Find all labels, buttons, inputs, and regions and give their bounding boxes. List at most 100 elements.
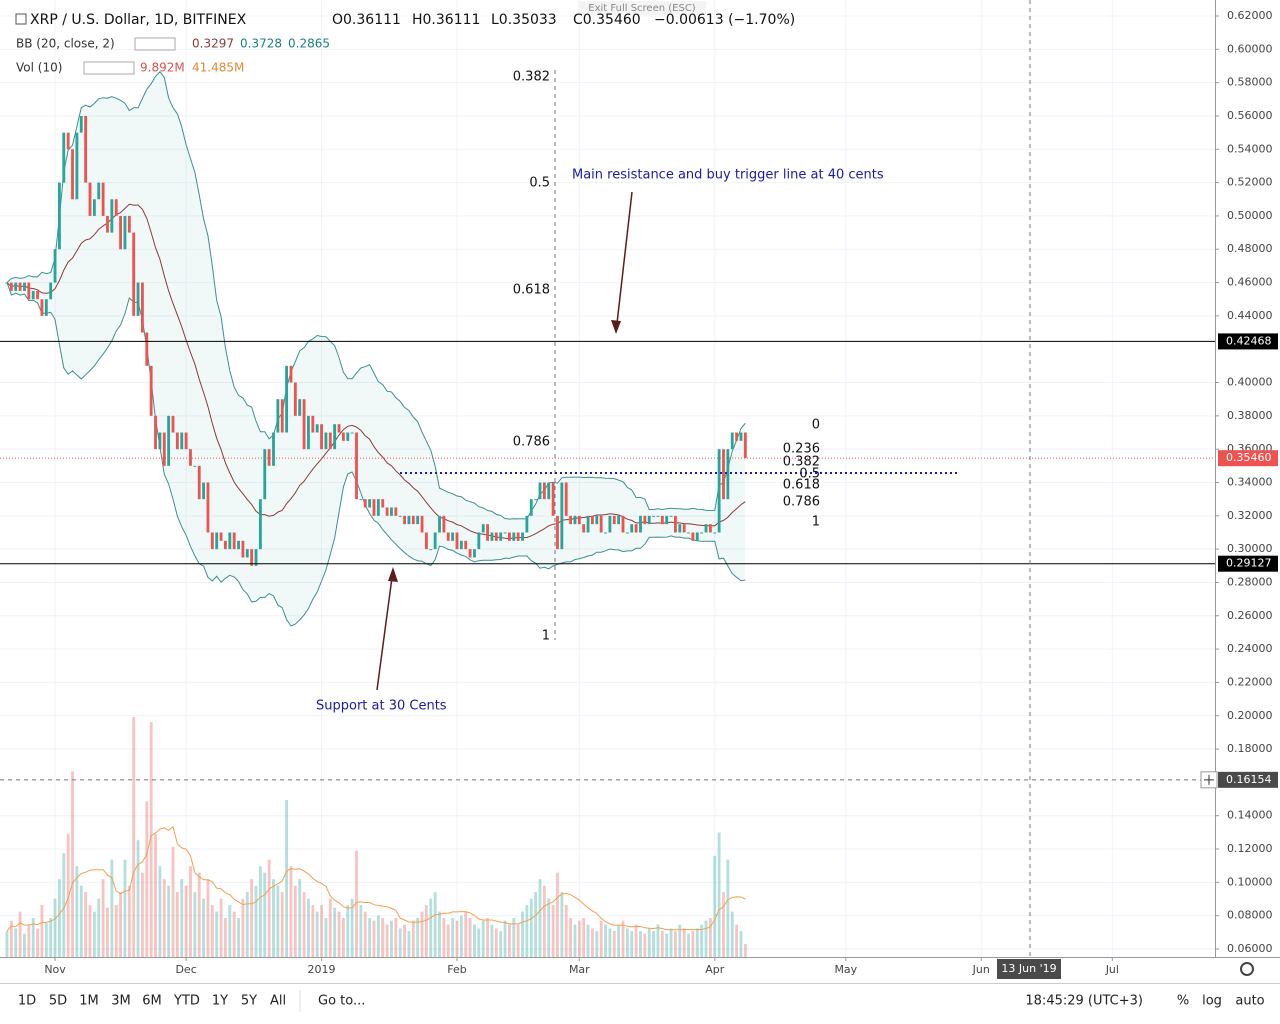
candle (184, 432, 188, 450)
candle (604, 532, 607, 534)
candle (403, 515, 406, 525)
fib-label: 0.5 (529, 176, 550, 191)
candle (390, 507, 393, 516)
candle (376, 499, 380, 516)
candle (656, 515, 660, 517)
y-tick-label: 0.44000 (1227, 309, 1273, 322)
candle (337, 424, 341, 433)
candle (416, 515, 420, 525)
price-label: 0.29127 (1226, 557, 1272, 570)
crosshair-price-box (1218, 771, 1278, 788)
candle (71, 149, 74, 200)
volume-bar (551, 905, 555, 957)
fib-label: 0.236 (783, 442, 820, 457)
volume-bar (285, 800, 289, 957)
candle (595, 515, 599, 525)
volume-bar (708, 918, 712, 957)
volume-bar (507, 924, 511, 957)
volume-bar (110, 859, 114, 957)
volume-bar (154, 833, 157, 957)
candle (40, 299, 44, 316)
scale-button[interactable]: log (1202, 994, 1222, 1009)
indicator-icons[interactable] (83, 61, 135, 75)
bb-label: BB (20, close, 2) (16, 37, 115, 51)
volume-bar (569, 918, 573, 957)
volume-bar (106, 907, 109, 957)
volume-bar (446, 924, 450, 957)
volume-bar (682, 928, 686, 957)
volume-bar (258, 866, 262, 957)
volume-bar (599, 920, 603, 957)
volume-bar (302, 892, 306, 957)
candle (298, 399, 302, 416)
candle (617, 515, 621, 525)
y-tick-label: 0.12000 (1227, 842, 1273, 855)
range-button[interactable]: 5D (49, 994, 67, 1009)
y-tick-label: 0.06000 (1227, 942, 1273, 955)
range-button[interactable]: 6M (142, 994, 162, 1009)
candle (359, 499, 363, 501)
volume-bar (582, 918, 586, 957)
volume-bar (127, 885, 131, 957)
candle (14, 282, 18, 291)
candle (503, 532, 507, 534)
volume-bar (298, 879, 302, 957)
scale-button[interactable]: auto (1235, 994, 1264, 1009)
candle (49, 282, 53, 300)
candle (307, 415, 310, 450)
range-button[interactable]: All (270, 994, 286, 1009)
volume-bar (556, 872, 559, 957)
candle (674, 515, 677, 533)
candle (197, 465, 201, 500)
range-button[interactable]: 1D (18, 994, 36, 1009)
range-button[interactable]: 3M (111, 994, 131, 1009)
volume-bar (328, 898, 332, 957)
volume-bar (237, 918, 240, 957)
range-button[interactable]: 1Y (212, 994, 228, 1009)
exit-fullscreen[interactable]: Exit Full Screen (ESC) (588, 3, 696, 14)
range-button[interactable]: YTD (173, 994, 200, 1009)
range-button[interactable]: 1M (79, 994, 99, 1009)
volume-bar (363, 911, 367, 957)
y-tick-label: 0.24000 (1227, 642, 1273, 655)
exit-fullscreen-box[interactable] (578, 1, 706, 15)
volume-bar (525, 905, 529, 957)
y-tick-label: 0.26000 (1227, 609, 1273, 622)
candle (145, 332, 149, 366)
open: O0.36111 (332, 12, 401, 28)
range-button[interactable]: 5Y (241, 994, 257, 1009)
candle (293, 382, 297, 416)
goto-button[interactable]: Go to... (318, 994, 365, 1009)
candle (695, 532, 699, 541)
candle (625, 532, 629, 534)
candle (599, 515, 603, 533)
candle (455, 532, 459, 550)
arrow (615, 191, 633, 333)
plus-icon[interactable] (1204, 774, 1214, 785)
candle (424, 532, 428, 550)
settings-icon[interactable] (1240, 962, 1254, 976)
volume-bar (459, 915, 463, 957)
scale-button[interactable]: % (1177, 994, 1189, 1009)
candle (682, 524, 686, 533)
candle (507, 532, 511, 541)
candle (512, 532, 516, 541)
volume-bar (643, 933, 647, 957)
indicator-icons[interactable] (134, 37, 176, 51)
candle (442, 515, 446, 533)
low: L0.35033 (491, 12, 557, 28)
candle (665, 515, 669, 525)
arrow-head (611, 320, 621, 334)
candle (700, 532, 704, 534)
grid (0, 0, 1215, 957)
x-tick-label: Jul (1105, 963, 1119, 976)
volume-bar (167, 885, 171, 957)
volume-bar (123, 859, 127, 957)
y-tick-label: 0.18000 (1227, 742, 1273, 755)
collapse-icon[interactable] (15, 13, 27, 25)
volume-bar (267, 859, 271, 957)
candle (678, 524, 682, 533)
volume-bar (674, 931, 677, 957)
candle (385, 507, 389, 516)
